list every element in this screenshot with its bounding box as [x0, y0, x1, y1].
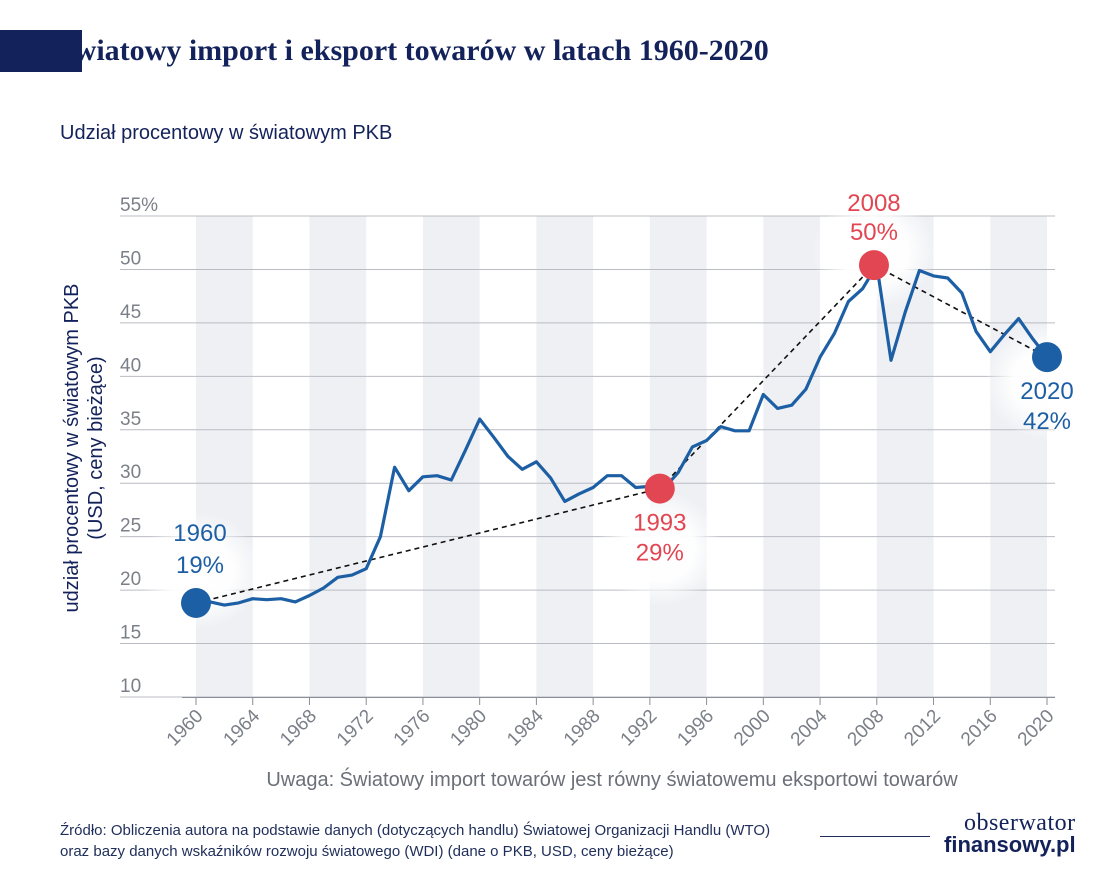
year-band [536, 216, 594, 697]
x-tick-label: 2020 [1014, 706, 1059, 751]
trend-lines [195, 264, 1048, 604]
trend-segment [873, 264, 1048, 358]
highlight-value-label: 29% [636, 540, 684, 567]
x-tick-label: 2012 [900, 706, 945, 751]
year-band [763, 216, 821, 697]
x-tick-label: 2016 [957, 706, 1002, 751]
x-tick-label: 1992 [617, 706, 662, 751]
y-axis-label: udział procentowy w światowym PKB (USD, c… [61, 283, 107, 612]
highlight-point [181, 587, 211, 618]
y-tick-label: 15 [120, 623, 141, 644]
source-note: Źródło: Obliczenia autora na podstawie d… [60, 820, 770, 862]
x-tick-label: 1980 [446, 706, 491, 751]
x-tick-label: 2000 [730, 706, 775, 751]
source-line-2: oraz bazy danych wskaźników rozwoju świa… [60, 843, 674, 860]
y-tick-label: 25 [120, 516, 141, 537]
y-tick-label: 10 [120, 676, 141, 697]
y-tick-label: 40 [120, 355, 141, 376]
x-tick-label: 1976 [390, 706, 435, 751]
x-tick-label: 2008 [844, 706, 889, 751]
highlight-value-label: 19% [176, 552, 224, 579]
source-divider [820, 836, 930, 837]
x-tick-label: 1996 [673, 706, 718, 751]
x-tick-label: 2004 [787, 705, 832, 750]
highlight-point [1032, 342, 1062, 373]
highlight-points [181, 250, 1062, 618]
x-tick-label: 1988 [560, 706, 605, 751]
trend-segment [195, 487, 660, 604]
year-band [649, 216, 707, 697]
highlight-year-label: 2008 [847, 190, 900, 217]
line-chart: 55% 50 45 40 35 30 25 20 15 10 1960 1964 1968 1972 19… [61, 190, 1109, 791]
logo-bottom-text: finansowy.pl [944, 832, 1076, 857]
x-tick-label: 1984 [503, 705, 548, 750]
label-halo [985, 324, 1109, 441]
source-line-1: Źródło: Obliczenia autora na podstawie d… [60, 822, 771, 839]
label-halo [597, 490, 722, 607]
highlight-year-label: 1960 [173, 520, 226, 547]
year-band [309, 216, 367, 697]
highlight-value-label: 42% [1023, 408, 1071, 435]
logo-top-text: obserwator [963, 810, 1076, 836]
y-tick-label: 20 [120, 569, 141, 590]
title-accent-bar [0, 30, 82, 72]
y-tick-label: 55% [120, 195, 158, 216]
year-band [422, 216, 480, 697]
year-bands [196, 216, 1047, 697]
page-title: Światowy import i eksport towarów w lata… [58, 34, 769, 67]
x-tick-label: 1972 [333, 706, 378, 751]
y-tick-label: 30 [120, 462, 141, 483]
highlight-value-label: 50% [850, 219, 898, 246]
series-line [194, 263, 1049, 607]
x-tick-label: 1960 [163, 706, 208, 751]
y-tick-label: 50 [120, 248, 141, 269]
x-tick-label: 1964 [220, 705, 265, 750]
data-series [194, 263, 1049, 607]
year-band [990, 216, 1047, 697]
x-tick-label: 1968 [276, 706, 321, 751]
chart-note: Uwaga: Światowy import towarów jest równ… [266, 767, 958, 791]
highlight-year-label: 2020 [1020, 378, 1073, 405]
publisher-logo: obserwator finansowy.pl [944, 810, 1076, 857]
highlight-year-label: 1993 [633, 510, 686, 537]
y-tick-label: 35 [120, 409, 141, 430]
trend-segment [659, 264, 875, 490]
y-tick-label: 45 [120, 302, 141, 323]
y-axis-ticks: 55% 50 45 40 35 30 25 20 15 10 [120, 195, 158, 697]
label-halo [137, 512, 261, 629]
chart-subtitle: Udział procentowy w światowym PKB [60, 122, 393, 144]
label-halos [137, 193, 1109, 629]
highlight-point [858, 250, 889, 281]
highlight-point [644, 473, 675, 504]
x-axis: 1960 1964 1968 1972 1976 1980 1984 1988 1992 1996… [163, 697, 1059, 750]
